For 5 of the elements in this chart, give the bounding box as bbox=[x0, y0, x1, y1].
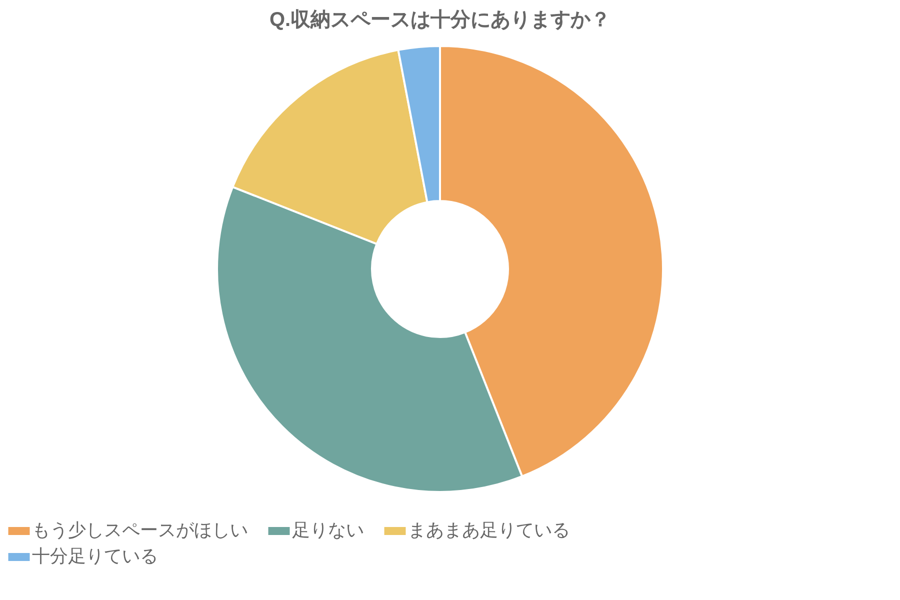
chart-title: Q.収納スペースは十分にありますか？ bbox=[269, 9, 611, 31]
legend-label: 足りない bbox=[292, 520, 364, 540]
legend-label: 十分足りている bbox=[32, 546, 158, 566]
legend-label: もう少しスペースがほしい bbox=[32, 520, 248, 540]
legend-label: まあまあ足りている bbox=[408, 520, 570, 540]
